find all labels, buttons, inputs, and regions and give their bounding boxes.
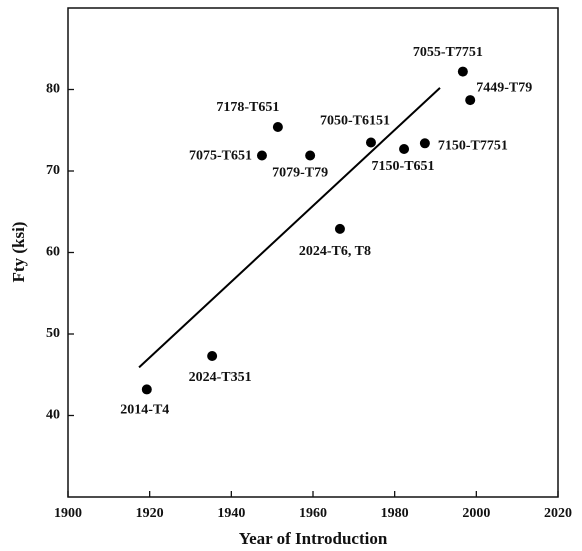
y-tick-label: 50: [46, 326, 60, 341]
x-axis-title: Year of Introduction: [239, 529, 388, 548]
data-point: [457, 66, 468, 77]
y-tick-label: 70: [46, 163, 60, 178]
data-point: [399, 143, 410, 154]
point-label: 7178-T651: [216, 100, 279, 115]
x-tick-label: 1940: [217, 506, 245, 521]
data-point: [207, 351, 218, 362]
point-label: 2014-T4: [120, 403, 169, 418]
point-label: 7050-T6151: [320, 114, 390, 129]
x-tick-label: 2000: [462, 506, 490, 521]
point-label: 7150-T651: [372, 159, 435, 174]
y-tick-label: 80: [46, 82, 60, 97]
x-tick-label: 1900: [54, 506, 82, 521]
x-tick-label: 2020: [544, 506, 572, 521]
point-label: 7075-T651: [189, 149, 252, 164]
data-point: [365, 137, 376, 148]
data-point: [334, 223, 345, 234]
point-label: 7055-T7751: [413, 45, 483, 60]
x-tick-label: 1980: [381, 506, 409, 521]
x-tick-label: 1920: [136, 506, 164, 521]
data-point: [305, 150, 316, 161]
point-label: 2024-T6, T8: [299, 244, 371, 259]
y-tick-label: 40: [46, 408, 60, 423]
y-tick-label: 60: [46, 245, 60, 260]
x-tick-label: 1960: [299, 506, 327, 521]
data-point: [465, 95, 476, 106]
data-point: [256, 150, 267, 161]
y-axis-title: Fty (ksi): [9, 222, 28, 283]
data-point: [419, 138, 430, 149]
data-point: [141, 384, 152, 395]
point-label: 7079-T79: [272, 166, 328, 181]
point-label: 7150-T7751: [438, 139, 508, 154]
point-label: 2024-T351: [189, 370, 252, 385]
data-point: [272, 121, 283, 132]
trend-line: [138, 87, 441, 369]
point-label: 7449-T79: [476, 80, 532, 95]
